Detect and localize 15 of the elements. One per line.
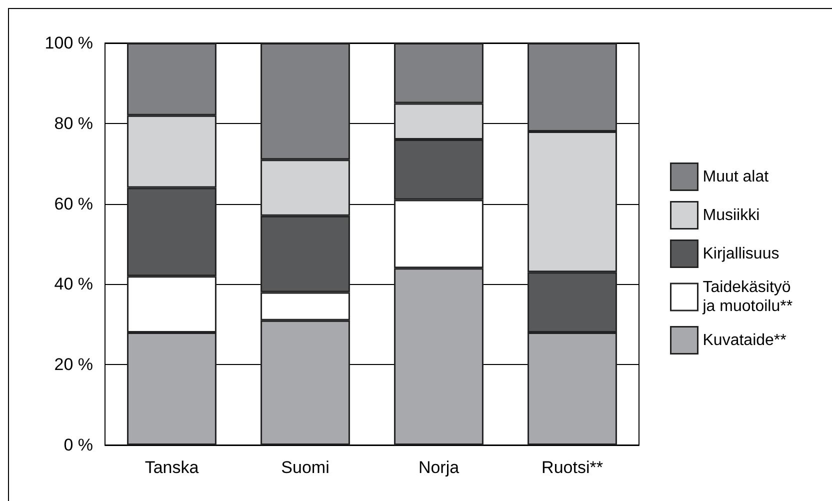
y-tick-label: 60 %	[54, 194, 93, 214]
x-tick-label: Ruotsi**	[542, 458, 604, 477]
legend-label: Taidekäsityö ja muotoilu**	[702, 279, 793, 315]
y-tick-label: 20 %	[54, 355, 93, 374]
x-tick-label: Suomi	[281, 458, 330, 477]
x-tick-label: Tanska	[144, 458, 200, 477]
legend-label: Musiikki	[702, 206, 760, 224]
legend-label: Kirjallisuus	[702, 245, 780, 262]
y-tick-label: 40 %	[54, 274, 93, 294]
legend-label: Muut alat	[702, 168, 770, 186]
y-tick-label: 80 %	[54, 114, 93, 133]
y-tick-label: 100 %	[44, 34, 93, 52]
y-tick-label: 0 %	[64, 436, 93, 454]
x-tick-label: Norja	[418, 458, 460, 477]
legend-label: Kuvataide**	[702, 332, 786, 349]
